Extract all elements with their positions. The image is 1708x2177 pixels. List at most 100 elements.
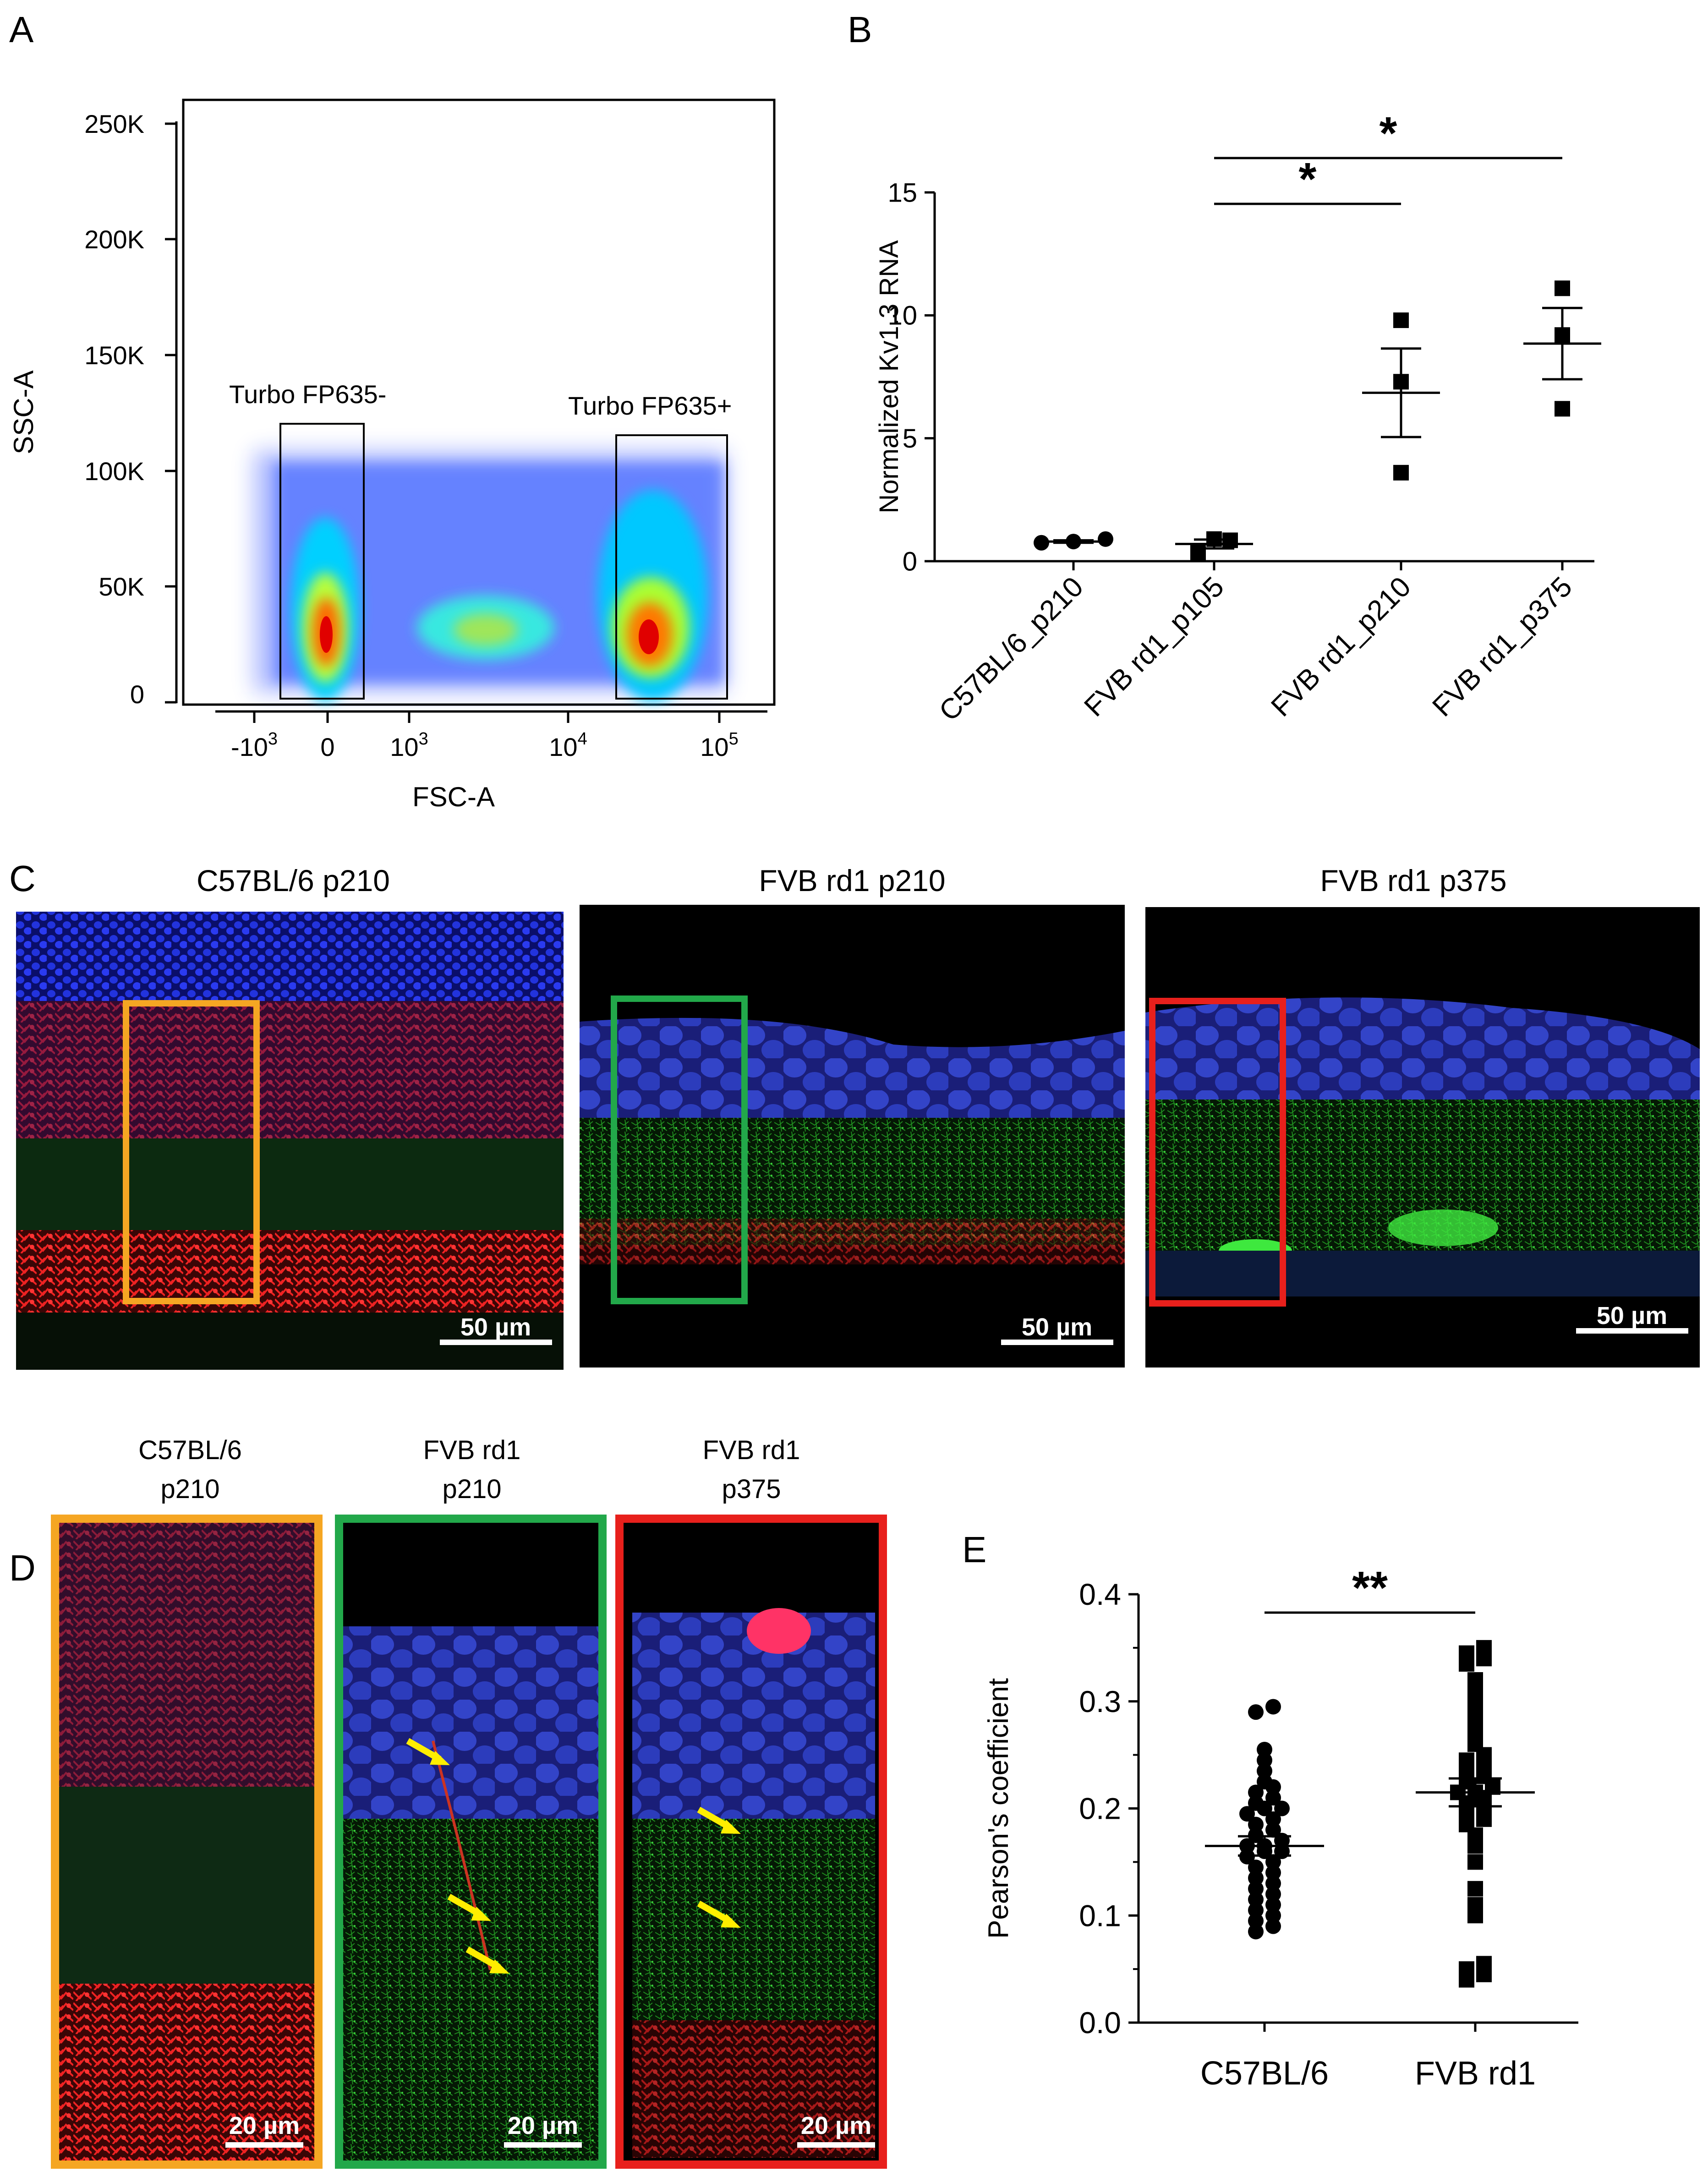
data-point: [1248, 1913, 1264, 1929]
data-point: [1393, 312, 1409, 328]
inset-d1-title-line2: p210: [160, 1474, 219, 1504]
data-point: [1248, 1924, 1264, 1940]
y-tick-label: 0.0: [1079, 2006, 1121, 2040]
data-point: [1265, 1854, 1281, 1870]
data-point: [1248, 1870, 1264, 1886]
flow-x-tick: 0: [320, 733, 334, 761]
gate-positive-box: [615, 434, 728, 700]
micrograph-c1-inset-box: [123, 1000, 260, 1304]
flow-x-tick: -103: [231, 729, 278, 761]
x-category-label: C57BL/6: [1200, 2055, 1329, 2092]
data-point: [1248, 1892, 1264, 1908]
x-category-label: FVB rd1_p105: [1078, 571, 1230, 723]
data-point: [1274, 1800, 1290, 1816]
inset-d2-scale-label: 20 µm: [508, 2112, 578, 2139]
inset-d1-frame: [51, 1515, 323, 2169]
inset-d3-frame: [615, 1515, 887, 2169]
inset-d3-title-line2: p375: [722, 1474, 781, 1504]
flow-y-axis: 250K 200K 150K 100K 50K 0 SSC-A: [8, 109, 178, 709]
y-tick-label: 0.3: [1079, 1685, 1121, 1718]
data-point: [1265, 1811, 1281, 1827]
inset-d3-scale-label: 20 µm: [801, 2112, 871, 2139]
y-tick-label: 15: [887, 178, 917, 208]
data-point: [1459, 1656, 1474, 1672]
significance-star: *: [1380, 108, 1397, 159]
inset-d2-arrow: [447, 1893, 491, 1921]
y-tick-label: 0.4: [1079, 1577, 1121, 1611]
micrograph-c2-inset-box: [611, 996, 748, 1304]
data-point: [1265, 1886, 1281, 1902]
data-point: [1459, 1972, 1474, 1988]
micrograph-c3-title: FVB rd1 p375: [1320, 864, 1506, 897]
flow-y-tick: 150K: [84, 341, 144, 370]
data-point: [1265, 1918, 1281, 1934]
y-tick-label: 0.2: [1079, 1792, 1121, 1826]
inset-d3-title-line1: FVB rd1: [703, 1435, 800, 1465]
data-point: [1265, 1779, 1281, 1795]
data-point: [1248, 1704, 1264, 1720]
flow-density-cloud: [254, 451, 726, 701]
panel-e-chart: 0.0 0.1 0.2 0.3 0.4 Pearson's coefficient C57B…: [983, 1562, 1578, 2092]
y-axis-label: Pearson's coefficient: [983, 1678, 1014, 1939]
inset-d1-scale-label: 20 µm: [229, 2112, 300, 2139]
data-point: [1476, 1966, 1492, 1982]
data-point: [1257, 1763, 1272, 1779]
inset-d2: 20 µm: [335, 1515, 607, 2169]
data-point: [1265, 1876, 1281, 1892]
data-point: [1265, 1897, 1281, 1913]
inset-d2-title-line2: p210: [442, 1474, 501, 1504]
data-point: [1467, 1881, 1483, 1897]
data-point: [1248, 1784, 1264, 1800]
significance-star: *: [1299, 153, 1317, 205]
panel-d-insets: C57BL/6 p210 FVB rd1 p210 FVB rd1 p375 2…: [51, 1435, 887, 2169]
panel-c-micrographs: C57BL/6 p210 FVB rd1 p210 FVB rd1 p375 5…: [16, 864, 1700, 1370]
inset-d2-frame: [335, 1515, 607, 2169]
data-point: [1265, 1790, 1281, 1806]
micrograph-c1: 50 µm: [16, 912, 564, 1370]
x-category-label: FVB rd1_p375: [1426, 571, 1578, 723]
y-tick-label: 5: [903, 424, 917, 454]
flow-y-tick: 100K: [84, 457, 144, 486]
panel-letter-b: B: [848, 9, 872, 50]
inset-d3-arrow: [697, 1806, 741, 1834]
data-point: [1248, 1816, 1264, 1832]
micrograph-c2-title: FVB rd1 p210: [759, 864, 945, 897]
micrograph-c2: 50 µm: [580, 905, 1125, 1367]
data-point: [1190, 545, 1206, 561]
inset-d1: 20 µm: [51, 1515, 323, 2169]
flow-y-tick: 0: [130, 680, 144, 709]
data-point: [1476, 1811, 1492, 1827]
data-point: [1239, 1806, 1255, 1822]
flow-x-tick: 105: [700, 729, 738, 761]
y-tick-label: 10: [887, 301, 917, 331]
micrograph-c1-scale-label: 50 µm: [460, 1313, 531, 1341]
panel-letter-a: A: [9, 9, 34, 50]
data-point: [1393, 465, 1409, 481]
data-point: [1248, 1881, 1264, 1897]
inset-d1-title-line1: C57BL/6: [138, 1435, 242, 1465]
micrograph-c3: 50 µm: [1145, 907, 1700, 1367]
flow-x-axis: -103 0 103 104 105 FSC-A: [215, 710, 767, 812]
y-tick-label: 0.1: [1079, 1898, 1121, 1932]
x-category-label: FVB rd1: [1415, 2055, 1536, 2092]
micrograph-c1-title: C57BL/6 p210: [197, 864, 390, 897]
data-point: [1265, 1865, 1281, 1881]
y-axis-label: Normalized Kv1.3 RNA: [874, 240, 904, 514]
micrograph-c3-scale-label: 50 µm: [1597, 1302, 1667, 1329]
data-point: [1265, 1908, 1281, 1924]
flow-y-tick: 250K: [84, 109, 144, 138]
data-point: [1467, 1854, 1483, 1870]
flow-y-label: SSC-A: [8, 370, 39, 454]
data-point: [1265, 1822, 1281, 1838]
data-point: [1555, 280, 1570, 296]
panel-letter-e: E: [962, 1529, 986, 1570]
inset-d3: 20 µm: [615, 1515, 887, 2169]
data-point: [1257, 1741, 1272, 1757]
inset-d2-arrow: [465, 1946, 509, 1974]
data-point: [1555, 401, 1570, 417]
flow-x-tick: 104: [549, 729, 587, 761]
gate-negative-label: Turbo FP635-: [229, 380, 386, 409]
data-point: [1467, 1908, 1483, 1924]
